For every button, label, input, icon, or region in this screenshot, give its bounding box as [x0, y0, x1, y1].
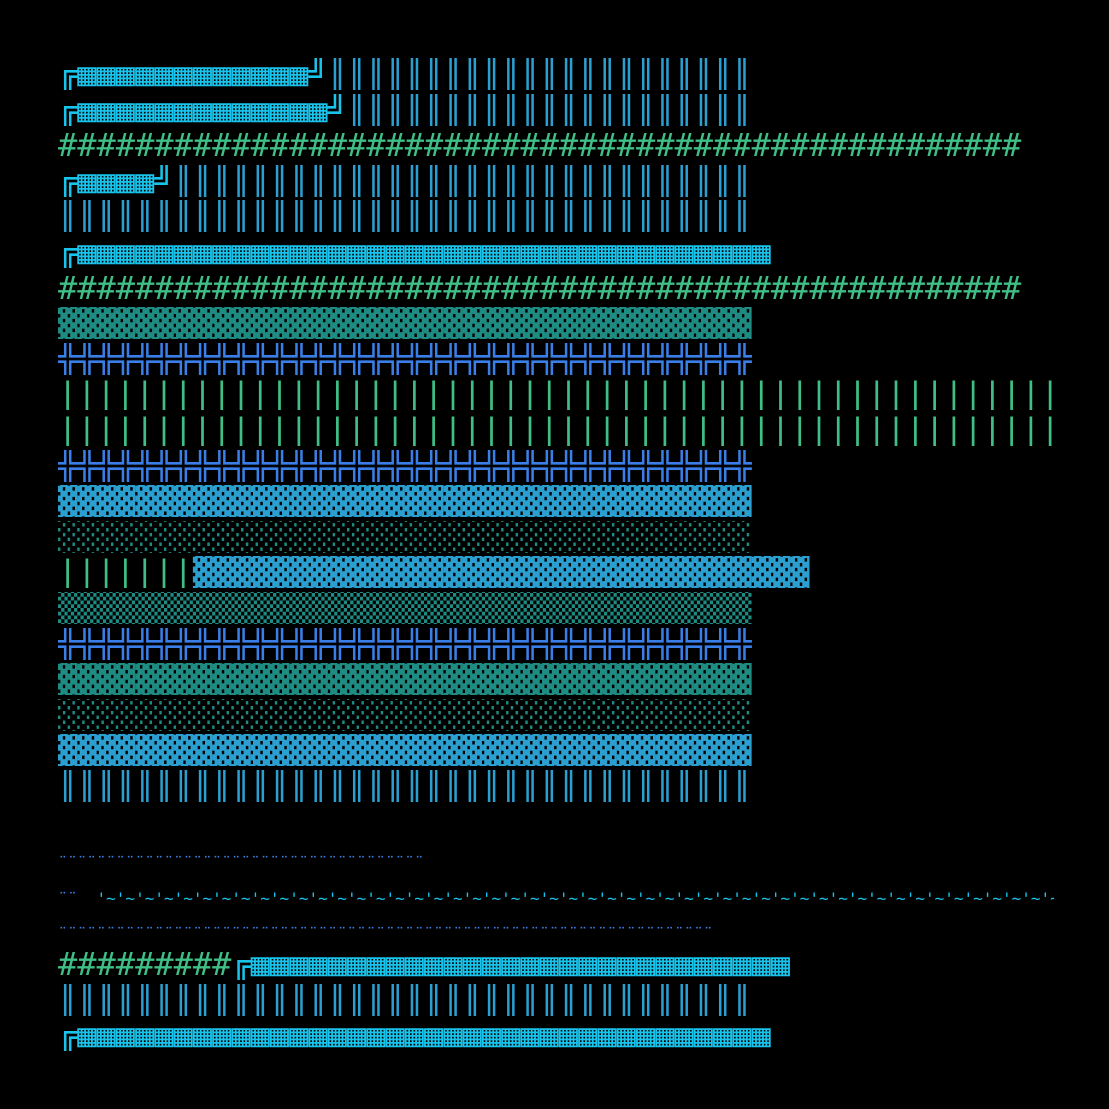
glyph-row: #########╔▦▦▦▦▦▦▦▦▦▦▦▦▦▦▦▦▦▦▦▦▦▦▦▦▦▦▦▦: [58, 948, 1054, 980]
glyph-run: ¨¨: [58, 889, 97, 908]
glyph-run: ╔▦▦▦▦╝: [58, 165, 174, 197]
glyph-row: ╬╬╬╬╬╬╬╬╬╬╬╬╬╬╬╬╬╬╬╬╬╬╬╬╬╬╬╬╬╬╬╬╬╬╬╬: [58, 628, 1054, 660]
glyph-row: ╔▦▦▦▦▦▦▦▦▦▦▦▦▦▦▦▦▦▦▦▦▦▦▦▦▦▦▦▦▦▦▦▦▦▦▦▦: [58, 1019, 1054, 1051]
glyph-row: ||||||||||||||||||||||||||||||||||||||||…: [58, 414, 1054, 446]
glyph-row: |||||||▓▓▓▓▓▓▓▓▓▓▓▓▓▓▓▓▓▓▓▓▓▓▓▓▓▓▓▓▓▓▓▓: [58, 556, 1054, 588]
glyph-row: ╔▦▦▦▦╝║║║║║║║║║║║║║║║║║║║║║║║║║║║║║║: [58, 165, 1054, 197]
glyph-run: #########: [58, 948, 232, 980]
glyph-run: ▓▓▓▓▓▓▓▓▓▓▓▓▓▓▓▓▓▓▓▓▓▓▓▓▓▓▓▓▓▓▓▓▓▓▓▓: [58, 734, 752, 766]
glyph-run: ║║║║║║║║║║║║║║║║║║║║║║║║║║║║║║║║║║║║: [58, 984, 752, 1016]
glyph-row: ║║║║║║║║║║║║║║║║║║║║║║║║║║║║║║║║║║║║: [58, 770, 1054, 802]
glyph-run: ||||||||||||||||||||||||||||||||||||||||…: [58, 378, 1054, 410]
glyph-row: ▒▒▒▒▒▒▒▒▒▒▒▒▒▒▒▒▒▒▒▒▒▒▒▒▒▒▒▒▒▒▒▒▒▒▒▒: [58, 592, 1054, 624]
glyph-run: ||||||||||||||||||||||||||||||||||||||||…: [58, 414, 1054, 446]
glyph-run: ▒▒▒▒▒▒▒▒▒▒▒▒▒▒▒▒▒▒▒▒▒▒▒▒▒▒▒▒▒▒▒▒▒▒▒▒: [58, 592, 752, 624]
glyph-run: ########################################…: [58, 129, 1022, 161]
glyph-row: ║║║║║║║║║║║║║║║║║║║║║║║║║║║║║║║║║║║║: [58, 200, 1054, 232]
glyph-row: ▓▓▓▓▓▓▓▓▓▓▓▓▓▓▓▓▓▓▓▓▓▓▓▓▓▓▓▓▓▓▓▓▓▓▓▓: [58, 307, 1054, 339]
glyph-run: ########################################…: [58, 272, 1022, 304]
glyph-row: ¨¨ '~'~'~'~'~'~'~'~'~'~'~'~'~'~'~'~'~'~'…: [58, 877, 1054, 909]
glyph-run: ╔▦▦▦▦▦▦▦▦▦▦▦▦╝: [58, 58, 328, 90]
glyph-row: ╬╬╬╬╬╬╬╬╬╬╬╬╬╬╬╬╬╬╬╬╬╬╬╬╬╬╬╬╬╬╬╬╬╬╬╬: [58, 450, 1054, 482]
glyph-row: ########################################…: [58, 129, 1054, 161]
glyph-row: ╔▦▦▦▦▦▦▦▦▦▦▦▦╝║║║║║║║║║║║║║║║║║║║║║║: [58, 58, 1054, 90]
glyph-run: ¨¨¨¨¨¨¨¨¨¨¨¨¨¨¨¨¨¨¨¨¨¨¨¨¨¨¨¨¨¨¨¨¨¨¨¨¨¨: [58, 853, 425, 872]
glyph-row: ||||||||||||||||||||||||||||||||||||||||…: [58, 378, 1054, 410]
glyph-run: ║║║║║║║║║║║║║║║║║║║║║║║║║║║║║║: [173, 165, 752, 197]
glyph-row: ▓▓▓▓▓▓▓▓▓▓▓▓▓▓▓▓▓▓▓▓▓▓▓▓▓▓▓▓▓▓▓▓▓▓▓▓: [58, 485, 1054, 517]
glyph-run: ▓▓▓▓▓▓▓▓▓▓▓▓▓▓▓▓▓▓▓▓▓▓▓▓▓▓▓▓▓▓▓▓▓▓▓▓: [58, 307, 752, 339]
glyph-run: ╬╬╬╬╬╬╬╬╬╬╬╬╬╬╬╬╬╬╬╬╬╬╬╬╬╬╬╬╬╬╬╬╬╬╬╬: [58, 343, 752, 375]
glyph-row: ╔▦▦▦▦▦▦▦▦▦▦▦▦▦╝║║║║║║║║║║║║║║║║║║║║║: [58, 94, 1054, 126]
glyph-row: ¨¨¨¨¨¨¨¨¨¨¨¨¨¨¨¨¨¨¨¨¨¨¨¨¨¨¨¨¨¨¨¨¨¨¨¨¨¨: [58, 841, 1054, 873]
glyph-row: ░░░░░░░░░░░░░░░░░░░░░░░░░░░░░░░░░░░░: [58, 699, 1054, 731]
glyph-row: ▓▓▓▓▓▓▓▓▓▓▓▓▓▓▓▓▓▓▓▓▓▓▓▓▓▓▓▓▓▓▓▓▓▓▓▓: [58, 734, 1054, 766]
glyph-run: ▓▓▓▓▓▓▓▓▓▓▓▓▓▓▓▓▓▓▓▓▓▓▓▓▓▓▓▓▓▓▓▓▓▓▓▓: [58, 663, 752, 695]
glyph-row: ########################################…: [58, 272, 1054, 304]
glyph-run: ▓▓▓▓▓▓▓▓▓▓▓▓▓▓▓▓▓▓▓▓▓▓▓▓▓▓▓▓▓▓▓▓▓▓▓▓: [58, 485, 752, 517]
glyph-row: ░░░░░░░░░░░░░░░░░░░░░░░░░░░░░░░░░░░░: [58, 521, 1054, 553]
glyph-row: ¨¨¨¨¨¨¨¨¨¨¨¨¨¨¨¨¨¨¨¨¨¨¨¨¨¨¨¨¨¨¨¨¨¨¨¨¨¨¨¨…: [58, 912, 1054, 944]
glyph-row: ║║║║║║║║║║║║║║║║║║║║║║║║║║║║║║║║║║║║: [58, 984, 1054, 1016]
glyph-run: |||||||: [58, 556, 193, 588]
glyph-run: ¨¨¨¨¨¨¨¨¨¨¨¨¨¨¨¨¨¨¨¨¨¨¨¨¨¨¨¨¨¨¨¨¨¨¨¨¨¨¨¨…: [58, 924, 714, 943]
glyph-row: ╬╬╬╬╬╬╬╬╬╬╬╬╬╬╬╬╬╬╬╬╬╬╬╬╬╬╬╬╬╬╬╬╬╬╬╬: [58, 343, 1054, 375]
glyph-run: ║║║║║║║║║║║║║║║║║║║║║║║║║║║║║║║║║║║║: [58, 770, 752, 802]
glyph-run: ║║║║║║║║║║║║║║║║║║║║║║: [327, 58, 752, 90]
glyph-run: ╬╬╬╬╬╬╬╬╬╬╬╬╬╬╬╬╬╬╬╬╬╬╬╬╬╬╬╬╬╬╬╬╬╬╬╬: [58, 450, 752, 482]
glyph-row: ▓▓▓▓▓▓▓▓▓▓▓▓▓▓▓▓▓▓▓▓▓▓▓▓▓▓▓▓▓▓▓▓▓▓▓▓: [58, 663, 1054, 695]
glyph-grid: ╔▦▦▦▦▦▦▦▦▦▦▦▦╝║║║║║║║║║║║║║║║║║║║║║║ ╔▦▦▦…: [58, 58, 1054, 1054]
glyph-run: '~'~'~'~'~'~'~'~'~'~'~'~'~'~'~'~'~'~'~'~…: [96, 889, 1054, 908]
glyph-run: ╔▦▦▦▦▦▦▦▦▦▦▦▦▦▦▦▦▦▦▦▦▦▦▦▦▦▦▦▦▦▦▦▦▦▦▦▦: [58, 236, 771, 268]
glyph-row: [58, 806, 1054, 838]
glyph-run: ░░░░░░░░░░░░░░░░░░░░░░░░░░░░░░░░░░░░: [58, 521, 752, 553]
glyph-run: ░░░░░░░░░░░░░░░░░░░░░░░░░░░░░░░░░░░░: [58, 699, 752, 731]
glyph-run: ▓▓▓▓▓▓▓▓▓▓▓▓▓▓▓▓▓▓▓▓▓▓▓▓▓▓▓▓▓▓▓▓: [192, 556, 810, 588]
glyph-row: ╔▦▦▦▦▦▦▦▦▦▦▦▦▦▦▦▦▦▦▦▦▦▦▦▦▦▦▦▦▦▦▦▦▦▦▦▦: [58, 236, 1054, 268]
glyph-run: ╬╬╬╬╬╬╬╬╬╬╬╬╬╬╬╬╬╬╬╬╬╬╬╬╬╬╬╬╬╬╬╬╬╬╬╬: [58, 628, 752, 660]
glyph-run: ╔▦▦▦▦▦▦▦▦▦▦▦▦▦▦▦▦▦▦▦▦▦▦▦▦▦▦▦▦: [231, 948, 791, 980]
glyph-run: ║║║║║║║║║║║║║║║║║║║║║║║║║║║║║║║║║║║║: [58, 200, 752, 232]
glyph-run: ╔▦▦▦▦▦▦▦▦▦▦▦▦▦╝: [58, 94, 347, 126]
glyph-run: ║║║║║║║║║║║║║║║║║║║║║: [346, 94, 752, 126]
glyph-run: ╔▦▦▦▦▦▦▦▦▦▦▦▦▦▦▦▦▦▦▦▦▦▦▦▦▦▦▦▦▦▦▦▦▦▦▦▦: [58, 1019, 771, 1051]
